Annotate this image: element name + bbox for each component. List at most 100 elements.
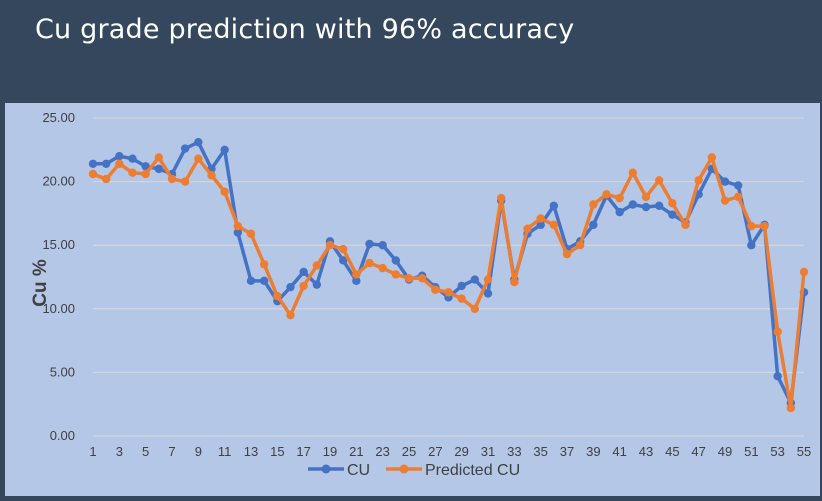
data-point	[431, 285, 440, 294]
data-point	[101, 159, 111, 168]
data-point	[496, 193, 506, 203]
chart-panel: 0.00 5.00 10.00 15.00 20.00 25.00 1 3 5 7 9 11 13 15 1…	[5, 103, 820, 496]
data-point	[417, 274, 427, 283]
x-tick-label: 5	[142, 444, 149, 459]
data-point	[259, 260, 269, 269]
data-point	[194, 137, 203, 147]
x-tick-label: 11	[218, 444, 232, 459]
data-point	[338, 256, 348, 265]
x-tick-label: 49	[718, 444, 732, 459]
data-point	[654, 201, 664, 210]
y-tick-label: 5.00	[50, 364, 75, 379]
data-point	[273, 291, 282, 301]
data-point	[747, 241, 756, 250]
data-point	[575, 241, 585, 250]
data-point	[589, 220, 598, 230]
data-point	[378, 241, 387, 250]
y-tick-label: 10.00	[42, 301, 75, 316]
data-point	[365, 239, 374, 249]
data-point	[246, 276, 256, 286]
legend-label: Predicted CU	[425, 462, 520, 479]
data-point	[233, 221, 243, 231]
data-point	[180, 177, 190, 186]
data-point	[628, 200, 638, 209]
data-point	[286, 310, 295, 320]
x-tick-label: 13	[244, 444, 258, 459]
data-point	[641, 202, 651, 212]
x-tick-label: 19	[323, 444, 337, 459]
data-point	[299, 267, 308, 277]
data-point	[760, 221, 769, 231]
data-point	[536, 220, 545, 230]
data-point	[668, 210, 677, 219]
data-point	[773, 372, 782, 381]
data-point	[641, 192, 651, 202]
data-point	[352, 270, 361, 279]
data-point	[378, 263, 387, 273]
x-tick-label: 3	[116, 444, 123, 459]
legend-marker	[321, 464, 331, 474]
data-point	[391, 270, 401, 279]
x-tick-label: 41	[612, 444, 626, 459]
data-point	[207, 171, 216, 180]
data-point	[194, 154, 203, 163]
x-tick-label: 47	[691, 444, 705, 459]
x-tick-label: 29	[454, 444, 468, 459]
data-point	[141, 169, 150, 179]
data-point	[338, 244, 348, 254]
slide-title: Cu grade prediction with 96% accuracy	[35, 14, 575, 45]
x-tick-label: 43	[639, 444, 653, 459]
data-point	[536, 214, 545, 223]
data-point	[233, 228, 243, 237]
data-point	[602, 190, 611, 199]
y-tick-label: 0.00	[50, 428, 75, 443]
data-point	[220, 145, 229, 154]
data-point	[88, 169, 98, 179]
x-tick-label: 9	[195, 444, 202, 459]
data-point	[220, 187, 229, 196]
y-tick-label: 25.00	[42, 110, 75, 125]
data-point	[312, 261, 322, 270]
data-point	[101, 174, 111, 184]
data-point	[88, 159, 98, 168]
data-point	[391, 256, 401, 265]
x-tick-label: 23	[375, 444, 389, 459]
data-point	[470, 304, 480, 313]
y-tick-label: 15.00	[42, 237, 75, 252]
data-point	[246, 229, 256, 238]
data-point	[352, 276, 361, 286]
data-point	[404, 274, 414, 283]
data-point	[615, 193, 624, 203]
x-tick-label: 45	[665, 444, 679, 459]
x-tick-label: 53	[770, 444, 784, 459]
data-point	[549, 201, 559, 210]
data-point	[720, 177, 730, 186]
data-point	[773, 327, 782, 336]
x-tick-label: 35	[533, 444, 547, 459]
data-point	[259, 276, 269, 286]
data-point	[444, 288, 453, 297]
data-point	[115, 159, 124, 168]
data-point	[154, 164, 164, 174]
data-point	[312, 280, 322, 289]
data-point	[694, 176, 703, 185]
data-point	[167, 174, 177, 184]
data-point	[549, 220, 559, 230]
data-point	[589, 200, 598, 209]
data-point	[299, 281, 308, 291]
data-point	[154, 153, 164, 162]
data-point	[180, 144, 190, 153]
data-point	[707, 153, 717, 162]
data-point	[720, 196, 730, 205]
data-point	[668, 199, 677, 208]
x-tick-label: 37	[560, 444, 574, 459]
y-tick-label: 20.00	[42, 174, 75, 189]
data-point	[470, 275, 480, 284]
x-tick-label: 51	[744, 444, 758, 459]
data-point	[654, 176, 664, 185]
data-point	[286, 282, 295, 292]
data-point	[483, 289, 493, 298]
data-point	[681, 220, 690, 230]
data-point	[562, 249, 572, 259]
data-point	[799, 267, 809, 277]
